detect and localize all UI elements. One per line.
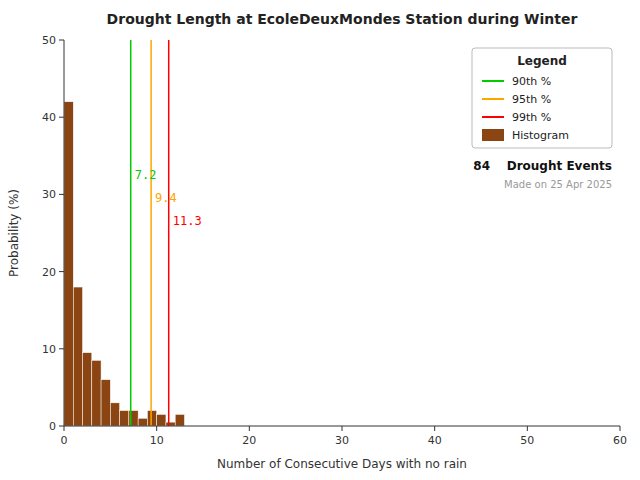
percentile-line (130, 40, 132, 426)
histogram-bar (157, 414, 166, 426)
legend-box (472, 48, 612, 148)
y-tick-label: 40 (42, 111, 56, 124)
histogram-bar (138, 418, 147, 426)
legend-swatch (482, 116, 504, 118)
legend-swatch (482, 80, 504, 82)
histogram-bar (175, 414, 184, 426)
x-tick-label: 30 (335, 434, 349, 447)
y-tick (59, 194, 64, 195)
histogram-bar (73, 287, 82, 426)
percentile-line (168, 40, 170, 426)
x-tick (64, 426, 65, 431)
x-tick-label: 0 (61, 434, 68, 447)
plot-area (64, 40, 184, 426)
x-tick-label: 50 (520, 434, 534, 447)
annotation: Made on 25 Apr 2025 (504, 179, 612, 190)
percentile-label: 7.2 (135, 168, 157, 182)
percentile-label: 9.4 (155, 191, 177, 205)
x-tick (156, 426, 157, 431)
histogram-bar (92, 360, 101, 426)
x-tick (527, 426, 528, 431)
y-tick-label: 0 (49, 420, 56, 433)
x-tick (342, 426, 343, 431)
histogram-bar (83, 353, 92, 426)
line-labels: 7.2 9.4 11.3 (135, 168, 202, 228)
x-tick-label: 10 (150, 434, 164, 447)
histogram-bar (64, 102, 73, 426)
x-axis-label: Number of Consecutive Days with no rain (217, 457, 467, 471)
histogram-bar (120, 411, 129, 426)
percentile-label: 11.3 (173, 214, 202, 228)
y-tick-label: 10 (42, 343, 56, 356)
y-tick-label: 50 (42, 34, 56, 47)
legend-entry: 90th % (512, 75, 551, 88)
y-tick (59, 40, 64, 41)
legend-swatch (482, 98, 504, 100)
percentile-line (150, 40, 152, 426)
x-tick (620, 426, 621, 431)
x-tick (249, 426, 250, 431)
legend-title: Legend (517, 54, 567, 68)
y-axis (64, 40, 65, 426)
legend: Legend 90th % 95th % 99th % Histogram (472, 48, 612, 148)
y-tick (59, 271, 64, 272)
y-tick (59, 426, 64, 427)
histogram-bar (101, 380, 110, 426)
y-axis-label: Probability (%) (7, 189, 21, 277)
y-tick (59, 348, 64, 349)
y-tick-label: 20 (42, 266, 56, 279)
title: Drought Length at EcoleDeuxMondes Statio… (107, 11, 578, 27)
legend-entry: Histogram (512, 129, 569, 142)
legend-swatch (482, 129, 504, 141)
y-tick (59, 117, 64, 118)
y-tick-label: 30 (42, 188, 56, 201)
x-tick-label: 20 (242, 434, 256, 447)
x-tick-label: 60 (613, 434, 627, 447)
chart: Drought Length at EcoleDeuxMondes Statio… (0, 0, 640, 480)
histogram-bar (147, 411, 156, 426)
histogram-bar (166, 422, 175, 426)
x-tick-label: 40 (428, 434, 442, 447)
histogram-bar (110, 403, 119, 426)
legend-entry: 95th % (512, 93, 551, 106)
legend-entry: 99th % (512, 111, 551, 124)
annotation: 84 Drought Events (473, 159, 612, 173)
x-tick (434, 426, 435, 431)
